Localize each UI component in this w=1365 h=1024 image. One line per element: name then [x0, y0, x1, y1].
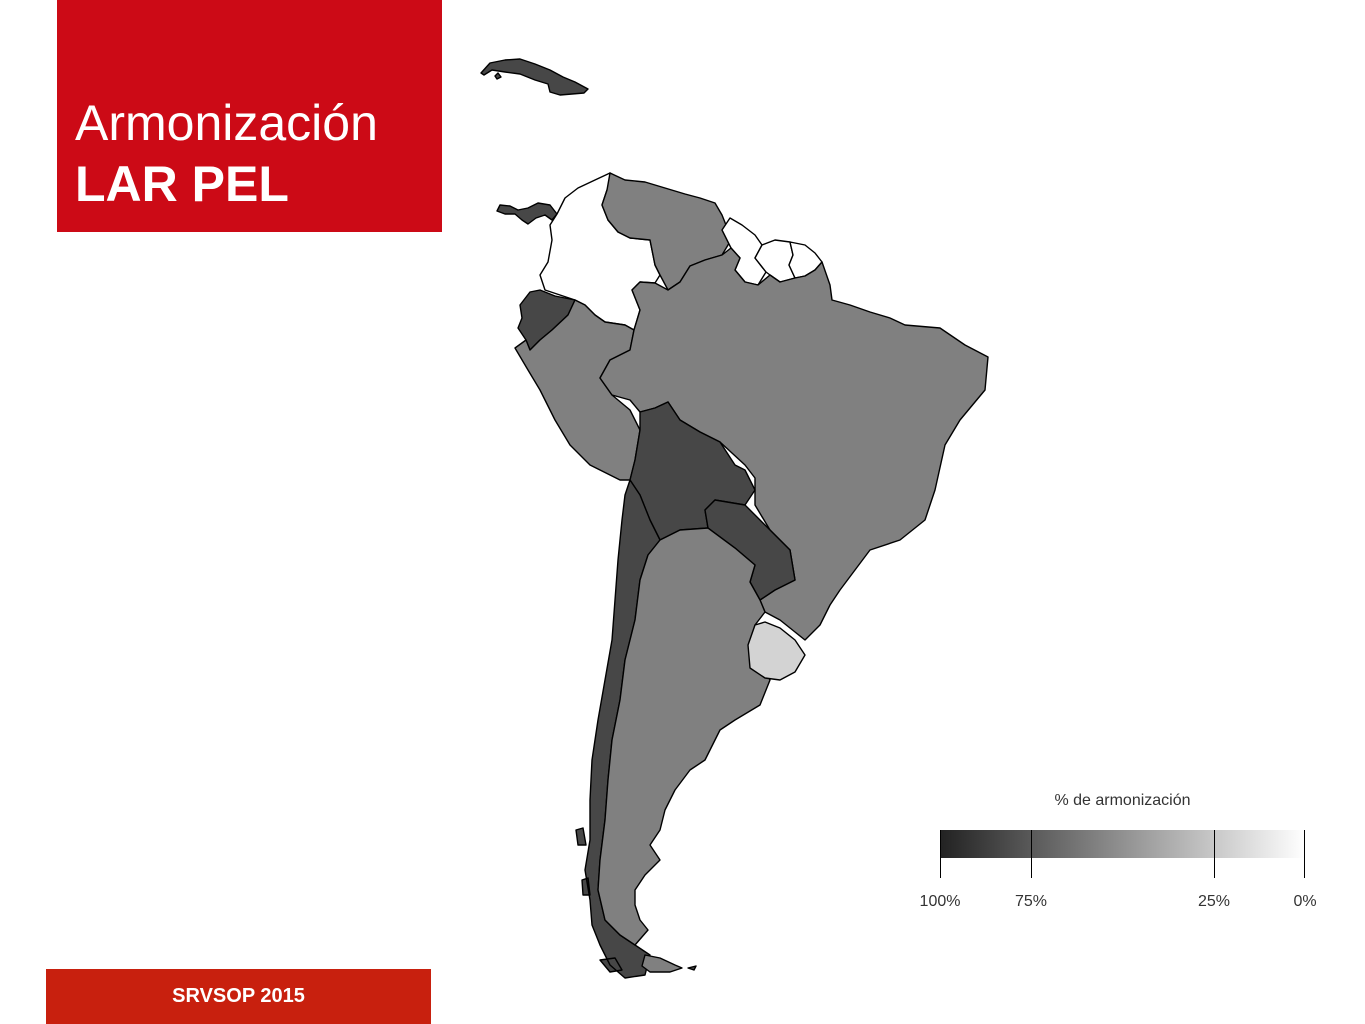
title-banner: Armonización LAR PEL [57, 0, 442, 232]
legend-label: 0% [1293, 893, 1317, 910]
country-panama [496, 202, 558, 225]
legend-tick [1304, 830, 1305, 878]
country-cuba [480, 58, 589, 96]
title-line-2: LAR PEL [75, 156, 289, 212]
country-argentina [597, 527, 771, 946]
footer-text: SRVSOP 2015 [172, 985, 305, 1007]
legend-label: 75% [1014, 893, 1048, 910]
title-line-1: Armonización [75, 95, 378, 151]
legend-label: 100% [919, 893, 961, 910]
legend-tick [1031, 830, 1032, 878]
legend-gradient [940, 830, 1305, 858]
legend-tick [940, 830, 941, 878]
legend-label: 25% [1197, 893, 1231, 910]
footer-banner: SRVSOP 2015 [46, 969, 431, 1024]
legend-color-scale [940, 830, 1305, 878]
country-uruguay [747, 621, 806, 681]
legend-title: % de armonización [1054, 792, 1191, 809]
country-malvinas [687, 965, 697, 971]
country-tierra-del-fuego [641, 954, 683, 973]
legend-tick [1214, 830, 1215, 878]
